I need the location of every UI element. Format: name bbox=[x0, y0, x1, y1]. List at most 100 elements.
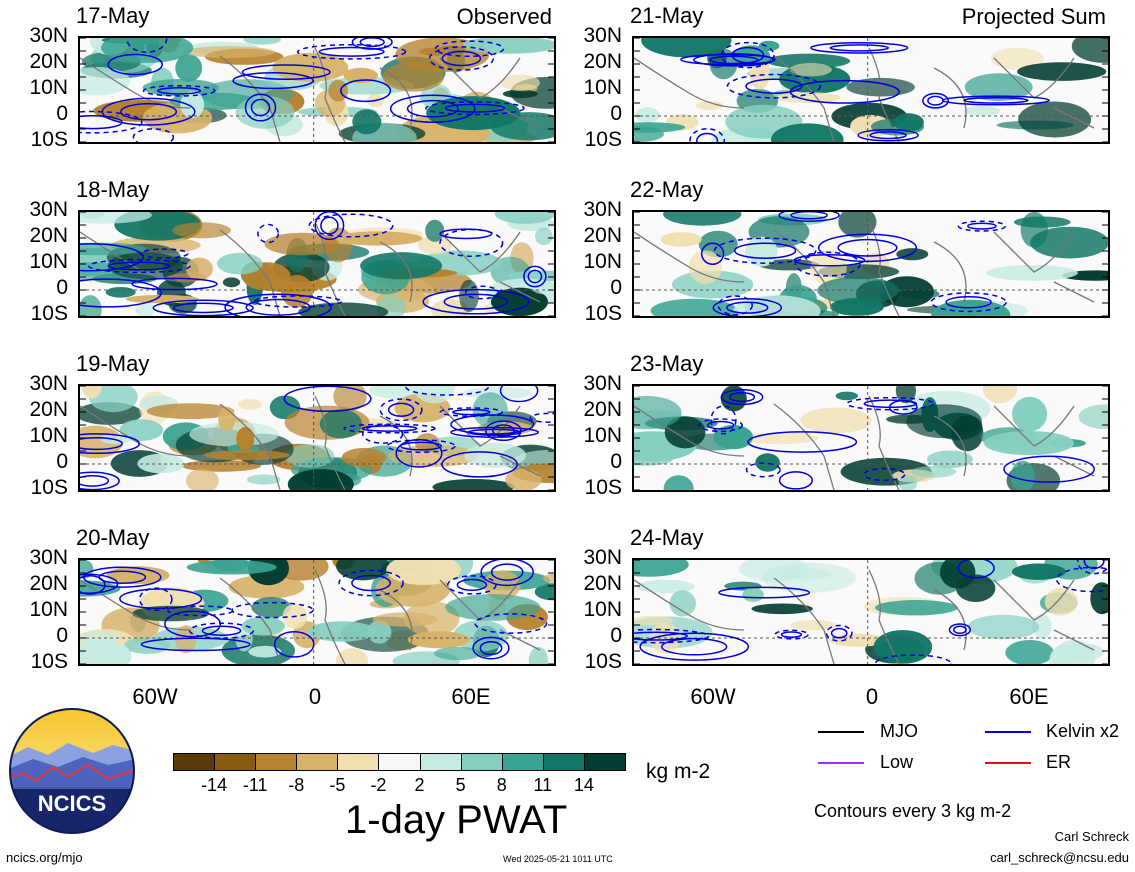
kelvin-contour bbox=[405, 386, 489, 396]
footer-timestamp: Wed 2025-05-21 1011 UTC bbox=[503, 854, 613, 864]
pwat-anomaly-shading bbox=[1090, 582, 1108, 615]
pwat-anomaly-shading bbox=[1078, 404, 1108, 429]
kelvin-contour bbox=[422, 288, 530, 315]
kelvin-contour bbox=[1003, 455, 1095, 483]
panel-date: 21-May bbox=[630, 3, 704, 28]
colorbar-tick-label: 8 bbox=[496, 775, 507, 795]
kelvin-contour bbox=[131, 277, 218, 291]
kelvin-contour bbox=[733, 242, 797, 259]
kelvin-contour bbox=[480, 560, 534, 587]
kelvin-contour bbox=[439, 228, 493, 240]
kelvin-contour bbox=[389, 94, 476, 123]
kelvin-contour bbox=[837, 238, 898, 257]
kelvin-contour bbox=[527, 269, 543, 284]
kelvin-contour bbox=[387, 402, 415, 417]
pwat-anomaly-shading bbox=[663, 475, 694, 490]
kelvin-contour bbox=[201, 625, 242, 636]
pwat-anomaly-shading bbox=[382, 62, 445, 92]
lon-label-60e-right: 60E bbox=[1009, 684, 1049, 709]
kelvin-contour bbox=[257, 223, 280, 244]
pwat-anomaly-shading bbox=[189, 421, 279, 447]
kelvin-contour bbox=[689, 128, 726, 142]
pwat-anomaly-shading bbox=[755, 453, 780, 472]
kelvin-contour bbox=[707, 420, 735, 430]
footer-website[interactable]: ncics.org/mjo bbox=[6, 850, 83, 865]
kelvin-contour bbox=[80, 433, 141, 455]
pwat-anomaly-shading bbox=[124, 637, 171, 654]
kelvin-contour bbox=[80, 471, 120, 490]
pwat-anomaly-shading bbox=[280, 275, 313, 308]
coastline bbox=[80, 569, 541, 664]
legend-line-kelvin bbox=[985, 731, 1031, 733]
kelvin-contour bbox=[479, 640, 503, 656]
kelvin-contour bbox=[172, 302, 234, 314]
kelvin-contour bbox=[952, 625, 967, 635]
kelvin-contour bbox=[830, 627, 848, 639]
kelvin-contour bbox=[359, 38, 385, 48]
kelvin-contour bbox=[351, 574, 392, 592]
lat-label: 20N bbox=[29, 572, 68, 595]
pwat-anomaly-shading bbox=[137, 453, 185, 474]
pwat-anomaly-shading bbox=[135, 301, 155, 316]
pwat-anomaly-shading bbox=[241, 616, 285, 636]
panel-side-title: Observed bbox=[456, 4, 552, 29]
lat-label: 20N bbox=[29, 50, 68, 73]
kelvin-contour bbox=[863, 399, 918, 409]
pwat-anomaly-shading bbox=[1010, 460, 1035, 490]
panel-date: 20-May bbox=[76, 525, 150, 550]
kelvin-contour bbox=[846, 396, 935, 411]
pwat-anomaly-shading bbox=[982, 386, 1017, 404]
pwat-anomaly-shading bbox=[874, 600, 958, 616]
kelvin-contour bbox=[314, 212, 345, 241]
pwat-anomaly-shading bbox=[1017, 62, 1107, 81]
colorbar-units: kg m-2 bbox=[646, 760, 711, 783]
pwat-anomaly-shading bbox=[333, 386, 367, 411]
pwat-anomaly-shading bbox=[334, 231, 423, 246]
kelvin-contour bbox=[710, 405, 737, 435]
pwat-anomaly-shading bbox=[1005, 640, 1054, 664]
lat-label: 30N bbox=[583, 372, 622, 395]
pwat-anomaly-shading bbox=[634, 615, 674, 626]
pwat-anomaly-shading bbox=[132, 605, 210, 622]
pwat-anomaly-shading bbox=[873, 630, 933, 664]
pwat-anomaly-shading bbox=[180, 91, 205, 119]
kelvin-contour bbox=[188, 622, 255, 639]
pwat-map bbox=[80, 212, 554, 316]
coastline bbox=[80, 221, 541, 316]
kelvin-contour bbox=[395, 438, 443, 468]
kelvin-contour bbox=[810, 42, 909, 54]
colorbar-tick-label: 5 bbox=[455, 775, 466, 795]
pwat-anomaly-shading bbox=[1071, 38, 1108, 63]
pwat-anomaly-shading bbox=[328, 79, 349, 102]
colorbar-tick-label: -14 bbox=[201, 775, 228, 795]
pwat-anomaly-shading bbox=[838, 212, 877, 238]
lat-label: 20N bbox=[29, 224, 68, 247]
pwat-anomaly-shading bbox=[432, 479, 515, 490]
colorbar-swatch bbox=[255, 753, 298, 771]
pwat-anomaly-shading bbox=[663, 212, 742, 226]
colorbar-tick-label: -2 bbox=[370, 775, 387, 795]
coastline bbox=[80, 47, 541, 142]
coastline bbox=[634, 569, 1095, 664]
kelvin-contour bbox=[720, 389, 764, 406]
pwat-anomaly-shading bbox=[733, 295, 821, 316]
pwat-anomaly-shading bbox=[341, 448, 387, 468]
lat-label: 30N bbox=[29, 546, 68, 569]
pwat-anomaly-shading bbox=[248, 645, 282, 658]
pwat-anomaly-shading bbox=[1030, 226, 1108, 259]
pwat-anomaly-shading bbox=[264, 232, 340, 256]
footer-email[interactable]: carl_schreck@ncsu.edu bbox=[990, 850, 1129, 865]
pwat-anomaly-shading bbox=[119, 419, 164, 441]
contour-note: Contours every 3 kg m-2 bbox=[814, 801, 1012, 821]
pwat-anomaly-shading bbox=[372, 612, 438, 627]
lat-label: 10S bbox=[584, 302, 622, 325]
kelvin-contour bbox=[244, 93, 277, 122]
kelvin-contour bbox=[80, 115, 123, 130]
pwat-anomaly-shading bbox=[800, 407, 872, 434]
kelvin-contour bbox=[523, 265, 547, 288]
pwat-map bbox=[634, 38, 1108, 142]
pwat-anomaly-shading bbox=[125, 294, 199, 304]
pwat-anomaly-shading bbox=[236, 426, 255, 451]
colorbar-swatch bbox=[173, 753, 216, 771]
pwat-anomaly-shading bbox=[453, 620, 509, 652]
